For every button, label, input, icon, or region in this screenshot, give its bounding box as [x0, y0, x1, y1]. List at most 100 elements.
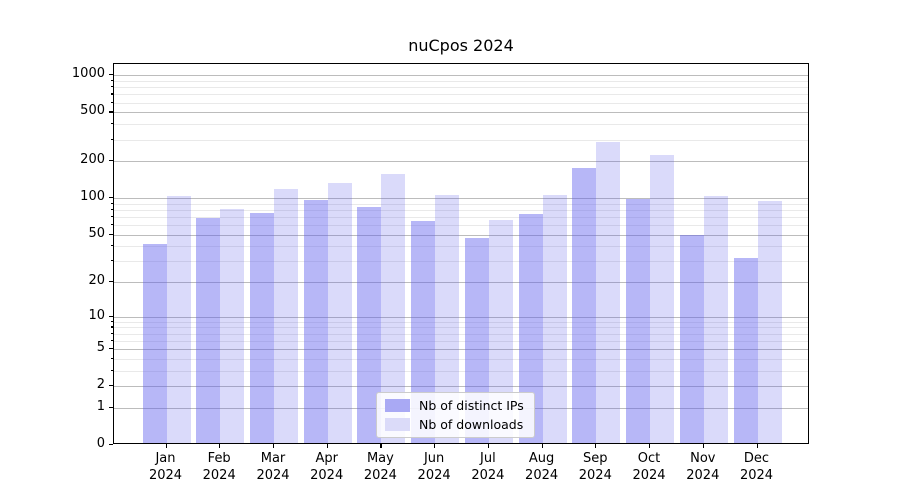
grid-minor-line — [114, 87, 808, 89]
bar-distinct-ips-apr — [303, 199, 328, 443]
x-tick-label-dec: Dec 2024 — [739, 451, 774, 483]
x-tick-label-jun: Jun 2024 — [417, 451, 451, 483]
x-tick-label-nov: Nov 2024 — [686, 451, 720, 483]
x-tick-mark — [273, 444, 275, 448]
y-tick-label: 5 — [96, 340, 105, 356]
y-tick-mark — [109, 406, 113, 409]
grid-minor-line — [114, 225, 808, 226]
y-minor-tick-mark — [110, 80, 113, 82]
x-tick-label-may: May 2024 — [363, 451, 397, 483]
x-tick-mark — [219, 444, 221, 448]
grid-minor-line — [114, 370, 808, 372]
x-tick-label-apr: Apr 2024 — [310, 451, 344, 483]
grid-minor-line — [114, 124, 808, 126]
x-tick-label-feb: Feb 2024 — [202, 451, 236, 483]
grid-minor-line — [114, 246, 808, 248]
y-tick-label: 50 — [88, 225, 105, 241]
y-tick-mark — [109, 160, 113, 162]
grid-minor-line — [114, 139, 808, 141]
y-tick-label: 20 — [88, 273, 105, 289]
y-tick-label: 1000 — [71, 66, 105, 82]
chart-title: nuCpos 2024 — [408, 36, 514, 55]
y-tick-label: 500 — [80, 103, 105, 119]
x-tick-mark — [326, 444, 328, 448]
grid-major-line — [114, 316, 808, 318]
x-tick-label-sep: Sep 2024 — [578, 451, 612, 483]
x-tick-mark — [595, 444, 597, 448]
x-tick-mark — [702, 444, 704, 448]
grid-minor-line — [114, 333, 808, 335]
y-minor-tick-mark — [110, 208, 113, 211]
y-minor-tick-mark — [110, 260, 113, 262]
legend-swatch-distinct-ips — [385, 399, 410, 412]
bar-downloads-oct — [650, 155, 674, 443]
y-tick-mark — [109, 281, 113, 283]
grid-minor-line — [114, 81, 808, 82]
bar-downloads-jan — [166, 195, 191, 443]
grid-major-line — [114, 75, 808, 77]
x-tick-label-jan: Jan 2024 — [148, 451, 183, 483]
legend-item-distinct-ips: Nb of distinct IPs — [385, 398, 524, 413]
grid-minor-line — [114, 261, 808, 263]
legend-label-distinct-ips: Nb of distinct IPs — [419, 398, 524, 413]
bar-distinct-ips-sep — [572, 167, 597, 443]
grid-major-line — [114, 112, 808, 114]
bar-distinct-ips-jan — [142, 244, 167, 443]
y-minor-tick-mark — [110, 326, 113, 328]
grid-minor-line — [114, 358, 808, 360]
x-tick-mark — [487, 444, 490, 448]
y-tick-mark — [109, 385, 113, 387]
x-tick-mark — [165, 444, 167, 448]
y-minor-tick-mark — [110, 138, 113, 140]
bar-distinct-ips-mar — [250, 212, 274, 443]
y-minor-tick-mark — [110, 320, 113, 322]
y-tick-mark — [109, 111, 113, 113]
grid-minor-line — [114, 327, 808, 329]
bar-downloads-sep — [596, 142, 621, 443]
grid-minor-line — [114, 216, 808, 218]
x-tick-mark — [649, 444, 651, 448]
y-tick-label: 200 — [80, 152, 105, 168]
x-tick-label-jul: Jul 2024 — [471, 451, 505, 483]
grid-major-line — [114, 282, 808, 284]
bar-distinct-ips-feb — [196, 218, 221, 443]
y-minor-tick-mark — [110, 369, 113, 371]
x-tick-mark — [434, 444, 436, 448]
legend: Nb of distinct IPs Nb of downloads — [376, 392, 535, 438]
bar-downloads-feb — [220, 208, 245, 443]
y-tick-mark — [109, 233, 113, 235]
bar-downloads-nov — [703, 196, 728, 443]
grid-minor-line — [114, 94, 808, 96]
grid-minor-line — [114, 203, 808, 205]
grid-major-line — [114, 386, 808, 388]
y-tick-label: 10 — [88, 307, 105, 323]
bar-downloads-dec — [757, 200, 782, 443]
y-minor-tick-mark — [110, 339, 113, 342]
bar-downloads-aug — [542, 194, 567, 443]
grid-major-line — [114, 349, 808, 351]
x-tick-label-mar: Mar 2024 — [256, 451, 290, 483]
grid-minor-line — [114, 209, 808, 211]
bar-distinct-ips-nov — [679, 234, 704, 443]
y-minor-tick-mark — [110, 245, 113, 247]
bar-downloads-mar — [274, 188, 298, 443]
y-minor-tick-mark — [110, 202, 113, 204]
x-tick-mark — [380, 444, 382, 448]
y-tick-mark — [109, 444, 113, 446]
plot-area — [113, 63, 809, 444]
grid-minor-line — [114, 321, 808, 323]
y-minor-tick-mark — [110, 332, 113, 334]
bar-downloads-apr — [327, 183, 352, 443]
y-minor-tick-mark — [110, 101, 113, 103]
grid-minor-line — [114, 340, 808, 342]
bar-distinct-ips-dec — [733, 257, 758, 443]
legend-swatch-downloads — [385, 418, 410, 431]
y-minor-tick-mark — [110, 357, 113, 360]
y-tick-label: 100 — [80, 189, 105, 205]
bar-distinct-ips-oct — [626, 198, 650, 443]
x-tick-mark — [756, 444, 758, 448]
x-tick-mark — [541, 444, 543, 448]
grid-major-line — [114, 161, 808, 163]
legend-item-downloads: Nb of downloads — [385, 417, 524, 432]
